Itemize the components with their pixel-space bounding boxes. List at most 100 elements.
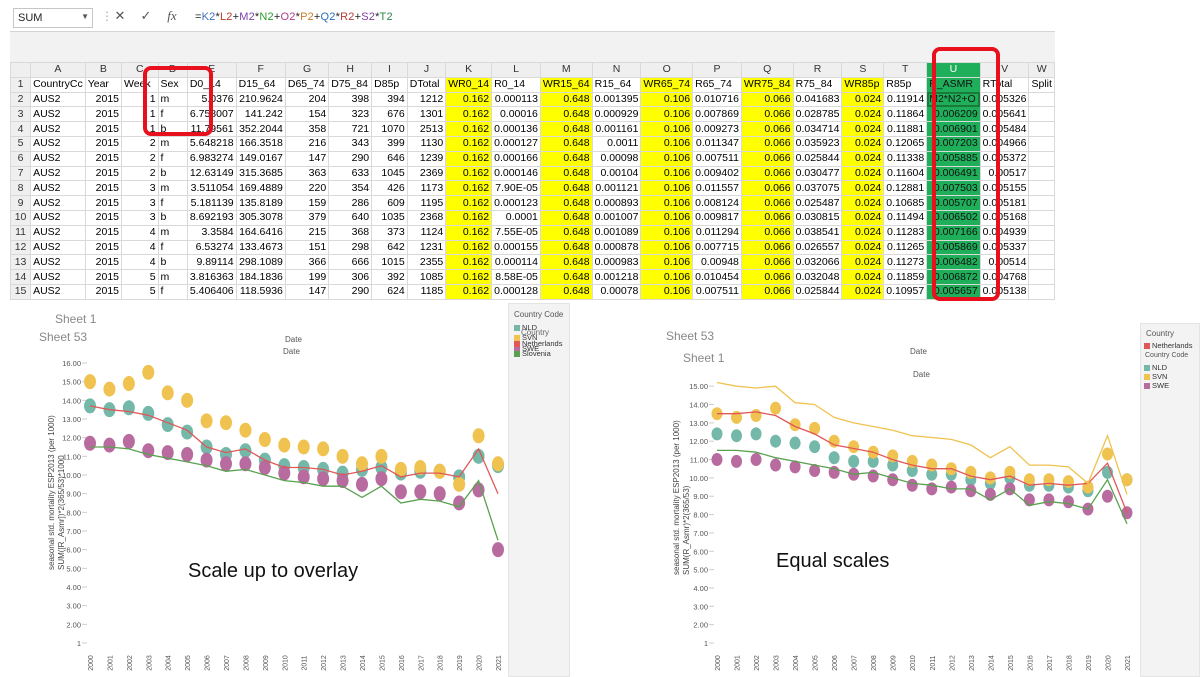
- table-cell[interactable]: 0.000146: [491, 165, 541, 182]
- table-cell[interactable]: 0.000127: [491, 135, 541, 152]
- table-cell[interactable]: 633: [328, 165, 373, 182]
- table-cell[interactable]: 0.024: [841, 106, 885, 123]
- table-cell[interactable]: 2015: [84, 91, 123, 108]
- table-cell[interactable]: 0.162: [445, 283, 493, 300]
- table-cell[interactable]: 721: [328, 121, 373, 137]
- table-cell[interactable]: AUS2: [30, 254, 86, 271]
- table-cell[interactable]: 399: [371, 135, 408, 152]
- table-cell[interactable]: 0.11604: [883, 165, 928, 182]
- table-cell[interactable]: [1028, 180, 1055, 197]
- table-cell[interactable]: 2015: [84, 224, 123, 241]
- table-cell[interactable]: 0.11881: [883, 121, 928, 137]
- table-cell[interactable]: 0.024: [841, 195, 885, 211]
- table-cell[interactable]: 6.983274: [186, 150, 237, 167]
- column-header[interactable]: P: [692, 62, 742, 78]
- column-header[interactable]: G: [284, 62, 330, 78]
- table-cell[interactable]: 2015: [84, 269, 123, 285]
- table-cell[interactable]: 0.009817: [692, 209, 742, 226]
- table-cell[interactable]: 1212: [406, 91, 447, 108]
- table-cell[interactable]: 298.1089: [235, 254, 286, 271]
- table-cell[interactable]: 0.162: [445, 195, 493, 211]
- table-cell[interactable]: 354: [328, 180, 373, 197]
- column-header[interactable]: B: [84, 62, 123, 78]
- table-cell[interactable]: 0.00016: [491, 106, 541, 123]
- table-cell[interactable]: 0.12065: [883, 135, 928, 152]
- table-cell[interactable]: 3.3584: [186, 224, 237, 241]
- table-cell[interactable]: 0.066: [740, 195, 794, 211]
- insert-function-icon[interactable]: fx: [167, 8, 177, 23]
- table-cell[interactable]: 0.024: [841, 239, 885, 256]
- table-cell[interactable]: 379: [284, 209, 330, 226]
- header-cell[interactable]: WR75_84: [740, 76, 794, 93]
- table-cell[interactable]: 0.005707: [926, 195, 981, 211]
- table-cell[interactable]: 12.63149: [186, 165, 237, 182]
- row-header[interactable]: 7: [9, 165, 32, 182]
- table-cell[interactable]: 0.11273: [883, 254, 928, 271]
- table-cell[interactable]: 373: [371, 224, 408, 241]
- table-cell[interactable]: 0.007715: [692, 239, 742, 256]
- table-cell[interactable]: 184.1836: [235, 269, 286, 285]
- table-cell[interactable]: AUS2: [30, 209, 86, 226]
- table-cell[interactable]: 2: [121, 135, 159, 152]
- table-cell[interactable]: m: [157, 269, 188, 285]
- table-cell[interactable]: 1239: [406, 150, 447, 167]
- table-cell[interactable]: 0.001007: [591, 209, 642, 226]
- table-cell[interactable]: 220: [284, 180, 330, 197]
- table-cell[interactable]: 1085: [406, 269, 447, 285]
- table-cell[interactable]: 2015: [84, 239, 123, 256]
- table-cell[interactable]: 135.8189: [235, 195, 286, 211]
- table-cell[interactable]: AUS2: [30, 135, 86, 152]
- header-cell[interactable]: Split: [1028, 76, 1055, 93]
- table-cell[interactable]: AUS2: [30, 165, 86, 182]
- table-cell[interactable]: 0.066: [740, 150, 794, 167]
- table-cell[interactable]: 0.648: [539, 195, 593, 211]
- table-cell[interactable]: 215: [284, 224, 330, 241]
- table-cell[interactable]: [1028, 283, 1055, 300]
- table-cell[interactable]: 358: [284, 121, 330, 137]
- table-cell[interactable]: 0.000123: [491, 195, 541, 211]
- table-cell[interactable]: AUS2: [30, 224, 86, 241]
- header-cell[interactable]: WR65_74: [640, 76, 694, 93]
- table-cell[interactable]: 0.162: [445, 150, 493, 167]
- header-cell[interactable]: R75_84: [792, 76, 843, 93]
- table-cell[interactable]: [1028, 224, 1055, 241]
- table-cell[interactable]: 0.000136: [491, 121, 541, 137]
- table-cell[interactable]: m: [157, 135, 188, 152]
- column-header[interactable]: U: [926, 62, 981, 78]
- table-cell[interactable]: 8.58E-05: [491, 269, 541, 285]
- table-cell[interactable]: 1231: [406, 239, 447, 256]
- table-cell[interactable]: 0.648: [539, 209, 593, 226]
- table-cell[interactable]: 368: [328, 224, 373, 241]
- table-cell[interactable]: 2513: [406, 121, 447, 137]
- table-cell[interactable]: 147: [284, 283, 330, 300]
- table-cell[interactable]: 0.035923: [792, 135, 843, 152]
- table-cell[interactable]: 2015: [84, 195, 123, 211]
- table-cell[interactable]: 0.009402: [692, 165, 742, 182]
- table-cell[interactable]: 8.692193: [186, 209, 237, 226]
- table-cell[interactable]: 4: [121, 224, 159, 241]
- table-cell[interactable]: 0.030815: [792, 209, 843, 226]
- table-cell[interactable]: 0.11265: [883, 239, 928, 256]
- column-header[interactable]: R: [792, 62, 843, 78]
- table-cell[interactable]: 154: [284, 106, 330, 123]
- table-cell[interactable]: 0.066: [740, 180, 794, 197]
- table-cell[interactable]: 5.648218: [186, 135, 237, 152]
- table-cell[interactable]: 0.066: [740, 165, 794, 182]
- table-cell[interactable]: 2015: [84, 150, 123, 167]
- table-cell[interactable]: AUS2: [30, 283, 86, 300]
- table-cell[interactable]: 9.89114: [186, 254, 237, 271]
- table-cell[interactable]: 2: [121, 150, 159, 167]
- table-cell[interactable]: 0.106: [640, 91, 694, 108]
- table-cell[interactable]: 0.648: [539, 180, 593, 197]
- column-header[interactable]: F: [235, 62, 286, 78]
- table-cell[interactable]: 0.162: [445, 135, 493, 152]
- name-box[interactable]: SUM ▼: [13, 8, 93, 28]
- table-cell[interactable]: AUS2: [30, 195, 86, 211]
- row-header[interactable]: 14: [9, 269, 32, 285]
- legend-item-netherlands[interactable]: Netherlands: [514, 339, 562, 348]
- row-header[interactable]: 9: [9, 195, 32, 211]
- table-cell[interactable]: 0.162: [445, 254, 493, 271]
- table-cell[interactable]: 147: [284, 150, 330, 167]
- table-cell[interactable]: 0.162: [445, 269, 493, 285]
- header-cell[interactable]: D15_64: [235, 76, 286, 93]
